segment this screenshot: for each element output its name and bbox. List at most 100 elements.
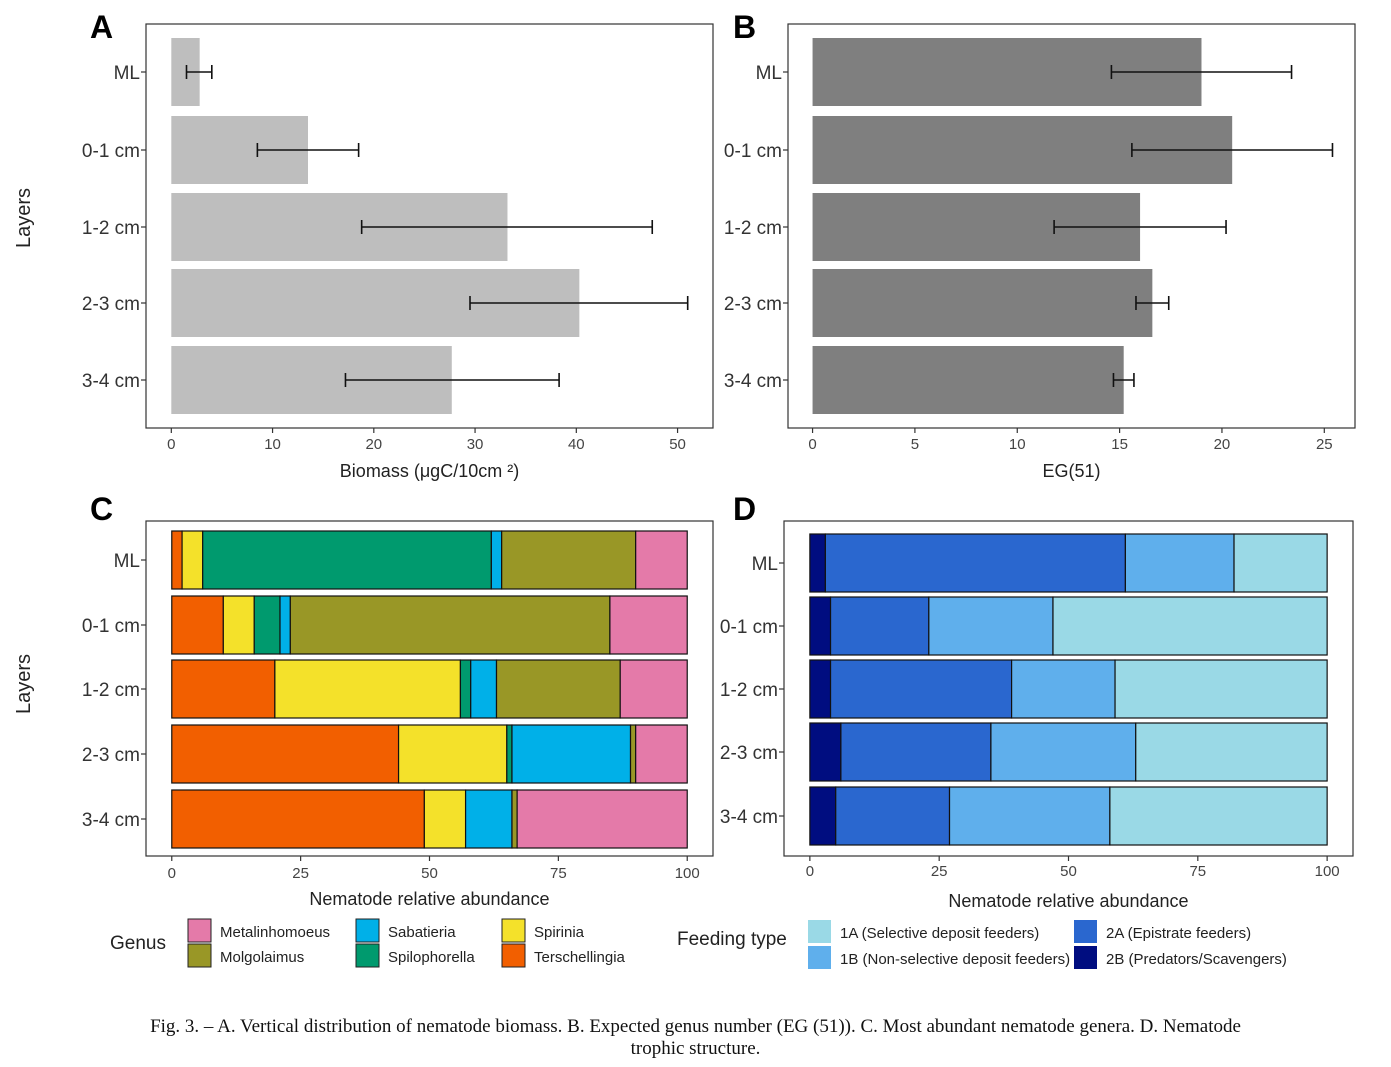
legend-feeding-type-label-2a-epistrate-feeders: 2A (Epistrate feeders) [1106,925,1251,942]
panel-a-errorbar-ml [185,65,213,79]
panel-b-xtick-label-20: 20 [1214,436,1231,453]
caption-line-2: trophic structure. [630,1038,761,1059]
panel-d-bar-1-2-cm-1a-selective-deposit-feeders [1114,659,1328,719]
panel-d-bar-3-4-cm-1a-selective-deposit-feeders [1109,786,1328,846]
panel-a-xtick-label-30: 30 [467,436,484,453]
panel-b-ytick-label-2-3-cm: 2-3 cm [724,294,782,315]
panel-a-xtick-label-10: 10 [264,436,281,453]
panel-c-bar-ml-spirinia [181,530,204,590]
panel-d: D ML 0-1 cm 1-2 cm 2-3 cm 3-4 cm 0 25 50 75 100 Nem… [720,491,1354,911]
panel-c-bar-ml-terschellingia [171,530,183,590]
panel-b-xtick-label-15: 15 [1111,436,1128,453]
legend-feeding-type-swatch-2a-epistrate-feeders [1074,920,1097,943]
panel-a-ylabel: Layers [13,188,35,248]
legend-feeding-type-swatch-1a-selective-deposit-feeders [808,920,831,943]
panel-a-letter: A [90,9,113,45]
panel-c-bar-3-4-cm-metalinhomoeus [516,789,688,849]
panel-b-bar-2-3-cm [812,269,1153,337]
panel-a-errorbar-2-3-cm [469,296,689,310]
panel-d-ytick-label-0-1-cm: 0-1 cm [720,617,778,638]
panel-d-xlabel: Nematode relative abundance [948,891,1188,911]
panel-b-errorbar-3-4-cm [1112,373,1135,387]
panel-b: BML 0-1 cm 1-2 cm 2-3 cm 3-4 cm 0 5 10 15 20 25 EG(… [724,9,1356,481]
caption-line-1: Fig. 3. – A. Vertical distribution of ne… [150,1016,1241,1037]
panel-c-bar-1-2-cm-molgolaimus [495,659,621,719]
panel-d-bar-1-2-cm-2a-epistrate-feeders [829,659,1013,719]
panel-c-xtick-label-50: 50 [421,865,438,882]
panel-d-bar-1-2-cm-1b-non-selective-deposit-feeders [1010,659,1116,719]
panel-a-ytick-label-3-4-cm: 3-4 cm [82,371,140,392]
legend-genus-label-spilophorella: Spilophorella [388,949,475,966]
panel-a-ytick-label-2-3-cm: 2-3 cm [82,294,140,315]
legend-genus-label-sabatieria: Sabatieria [388,924,456,941]
legend-genus-swatch-spilophorella [355,943,380,968]
panel-c-bar-0-1-cm-sabatieria [279,595,291,655]
legend-feeding-type-swatch-1b-non-selective-deposit-feeders [808,946,831,969]
panel-d-bar-0-1-cm-2b-predators-scavengers [809,596,832,656]
panel-d-xtick-label-100: 100 [1315,863,1340,880]
panel-d-bar-2-3-cm-1a-selective-deposit-feeders [1135,722,1328,782]
panel-b-frame [787,23,1356,429]
legend-feeding-type-label-1b-non-selective-deposit-feeders: 1B (Non-selective deposit feeders) [840,951,1070,968]
panel-c-bar-1-2-cm-sabatieria [470,659,498,719]
panel-b-xtick-label-10: 10 [1009,436,1026,453]
panel-b-xlabel: EG(51) [1042,461,1100,481]
panel-d-bar-3-4-cm-2b-predators-scavengers [809,786,837,846]
panel-c-bar-1-2-cm-metalinhomoeus [619,659,688,719]
panel-c-ytick-label-0-1-cm: 0-1 cm [82,616,140,637]
panel-c-bar-1-2-cm-spirinia [274,659,462,719]
panel-c-bar-1-2-cm-terschellingia [171,659,276,719]
panel-a-ytick-label-0-1-cm: 0-1 cm [82,141,140,162]
panel-c-ytick-label-3-4-cm: 3-4 cm [82,810,140,831]
panel-a-errorbar-3-4-cm [344,373,560,387]
legend-genus-swatch-metalinhomoeus [187,918,212,943]
panel-d-xtick-label-25: 25 [931,863,948,880]
panel-d-bar-0-1-cm-2a-epistrate-feeders [829,596,930,656]
legend-genus-swatch-terschellingia [501,943,526,968]
panel-c-bar-2-3-cm-terschellingia [171,724,400,784]
panel-b-errorbar-2-3-cm [1135,296,1170,310]
panel-d-bar-2-3-cm-1b-non-selective-deposit-feeders [990,722,1137,782]
panel-c-bar-1-2-cm-spilophorella [459,659,472,719]
legend-genus-swatch-spirinia [501,918,526,943]
panel-d-bar-ml-1b-non-selective-deposit-feeders [1124,533,1235,593]
panel-c-bar-ml-spilophorella [202,530,492,590]
panel-d-bar-ml-1a-selective-deposit-feeders [1233,533,1328,593]
panel-c-bar-3-4-cm-spirinia [423,789,467,849]
panel-b-xtick-label-5: 5 [911,436,919,453]
panel-c-letter: C [90,491,113,527]
panel-b-ytick-label-0-1-cm: 0-1 cm [724,141,782,162]
legend-genus-label-terschellingia: Terschellingia [534,949,626,966]
panel-c-ytick-label-ml: ML [114,551,140,572]
panel-c-ytick-label-2-3-cm: 2-3 cm [82,745,140,766]
panel-b-ytick-label-3-4-cm: 3-4 cm [724,371,782,392]
panel-b-bar-3-4-cm [812,346,1124,414]
panel-a-xtick-label-40: 40 [568,436,585,453]
panel-c-xtick-label-0: 0 [168,865,176,882]
panel-c-bar-ml-sabatieria [490,530,503,590]
panel-c-xtick-label-25: 25 [292,865,309,882]
legend-feeding-type-label-1a-selective-deposit-feeders: 1A (Selective deposit feeders) [840,925,1039,942]
panel-d-bar-2-3-cm-2a-epistrate-feeders [840,722,992,782]
panel-b-letter: B [733,9,756,45]
panel-a: AML 0-1 cm 1-2 cm 2-3 cm 3-4 cm 0 10 20 30 40 50 Bi… [13,9,714,481]
panel-c-bar-2-3-cm-metalinhomoeus [635,724,688,784]
panel-b-xtick-label-0: 0 [808,436,816,453]
panel-c-bar-2-3-cm-sabatieria [511,724,632,784]
panel-c-bar-3-4-cm-terschellingia [171,789,425,849]
panel-b-ytick-label-ml: ML [756,63,782,84]
panel-d-xtick-label-75: 75 [1189,863,1206,880]
legend-genus-label-spirinia: Spirinia [534,924,585,941]
panel-c-bar-ml-molgolaimus [501,530,637,590]
panel-d-ytick-label-ml: ML [752,554,778,575]
legend-genus-title: Genus [110,933,166,954]
panel-d-bar-0-1-cm-1b-non-selective-deposit-feeders [928,596,1054,656]
panel-b-errorbar-ml [1110,65,1293,79]
panel-a-ytick-label-ml: ML [114,63,140,84]
legend-genus-label-metalinhomoeus: Metalinhomoeus [220,924,330,941]
panel-a-errorbar-0-1-cm [256,143,360,157]
panel-c-bar-0-1-cm-terschellingia [171,595,224,655]
panel-c-xtick-label-75: 75 [550,865,567,882]
panel-c-bar-2-3-cm-spirinia [397,724,508,784]
panel-a-xtick-label-20: 20 [365,436,382,453]
